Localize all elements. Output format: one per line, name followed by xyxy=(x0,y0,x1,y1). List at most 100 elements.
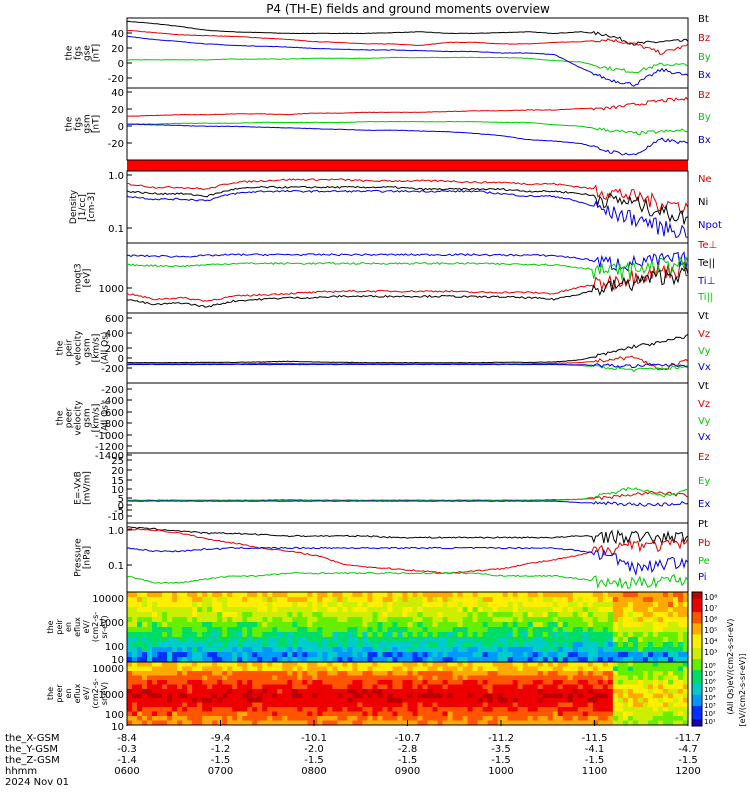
spectrogram-cell xyxy=(357,617,363,623)
spectrogram-cell xyxy=(592,632,599,638)
spectrogram-cell xyxy=(177,693,183,699)
spectrogram-cell xyxy=(427,602,433,608)
footer-row-label: hhmm xyxy=(5,766,37,777)
spectrogram-cell xyxy=(612,657,619,663)
spectrogram-cell xyxy=(672,602,679,608)
spectrogram-cell xyxy=(132,622,138,628)
spectrogram-cell xyxy=(577,602,584,608)
spectrogram-cell xyxy=(312,684,318,690)
spectrogram-cell xyxy=(672,675,679,681)
spectrogram-cell xyxy=(147,637,153,643)
spectrogram-cell xyxy=(557,698,564,703)
spectrogram-cell xyxy=(572,680,579,685)
spectrogram-cell xyxy=(637,602,644,608)
spectrogram-cell xyxy=(387,684,393,690)
spectrogram-cell xyxy=(192,642,198,648)
spectrogram-cell xyxy=(567,647,574,653)
spectrogram-cell xyxy=(417,602,423,608)
spectrogram-cell xyxy=(587,707,594,712)
spectrogram-cell xyxy=(662,637,669,643)
spectrogram-cell xyxy=(347,671,353,676)
spectrogram-cell xyxy=(262,652,268,658)
spectrogram-cell xyxy=(322,617,328,623)
spectrogram-cell xyxy=(447,684,453,690)
spectrogram-cell xyxy=(482,602,489,608)
y-axis-label-line: the xyxy=(56,410,66,425)
spectrogram-cell xyxy=(567,666,574,672)
spectrogram-cell xyxy=(127,652,133,658)
spectrogram-cell xyxy=(547,698,554,703)
spectrogram-cell xyxy=(132,652,138,658)
spectrogram-cell xyxy=(607,671,614,676)
spectrogram-cell xyxy=(567,720,574,726)
spectrogram-cell xyxy=(397,680,403,685)
spectrogram-cell xyxy=(492,617,499,623)
spectrogram-cell xyxy=(487,698,494,703)
spectrogram-y-label-line: the xyxy=(46,620,55,633)
spectrogram-cell xyxy=(542,707,549,712)
spectrogram-cell xyxy=(632,675,639,681)
spectrogram-cell xyxy=(557,689,564,694)
spectrogram-cell xyxy=(562,622,569,628)
spectrogram-cell xyxy=(637,637,644,643)
spectrogram-cell xyxy=(422,720,428,726)
spectrogram-cell xyxy=(177,657,183,663)
spectrogram-cell xyxy=(547,647,554,653)
spectrogram-cell xyxy=(612,720,619,726)
spectrogram-cell xyxy=(367,642,373,648)
spectrogram-cell xyxy=(632,627,639,633)
spectrogram-cell xyxy=(677,657,684,663)
spectrogram-cell xyxy=(177,612,183,618)
colorbar-top-label-text: eV/(cm2-s-sr-eV) xyxy=(726,619,735,686)
spectrogram-cell xyxy=(557,666,564,672)
spectrogram-cell xyxy=(552,657,559,663)
spectrogram-cell xyxy=(312,720,318,726)
spectrogram-cell xyxy=(677,671,684,676)
spectrogram-cell xyxy=(502,612,509,618)
spectrogram-cell xyxy=(597,647,604,653)
spectrogram-cell xyxy=(402,716,408,721)
spectrogram-cell xyxy=(562,637,569,643)
spectrogram-cell xyxy=(282,680,288,685)
spectrogram-cell xyxy=(157,652,163,658)
spectrogram-cell xyxy=(297,632,303,638)
spectrogram-cell xyxy=(497,597,504,603)
spectrogram-cell xyxy=(392,693,398,699)
spectrogram-cell xyxy=(472,675,479,681)
spectrogram-cell xyxy=(512,597,519,603)
spectrogram-cell xyxy=(467,612,474,618)
spectrogram-cell xyxy=(567,627,574,633)
spectrogram-cell xyxy=(362,720,368,726)
spectrogram-cell xyxy=(172,675,178,681)
spectrogram-cell xyxy=(127,627,133,633)
spectrogram-cell xyxy=(197,637,203,643)
spectrogram-cell xyxy=(577,607,584,613)
spectrogram-cell xyxy=(237,693,243,699)
spectrogram-cell xyxy=(187,698,193,703)
spectrogram-cell xyxy=(492,632,499,638)
spectrogram-cell xyxy=(562,707,569,712)
spectrogram-cell xyxy=(397,671,403,676)
spectrogram-cell xyxy=(442,642,448,648)
spectrogram-cell xyxy=(457,597,463,603)
spectrogram-cell xyxy=(182,689,188,694)
spectrogram-cell xyxy=(187,647,193,653)
spectrogram-cell xyxy=(332,637,338,643)
spectrogram-cell xyxy=(677,666,684,672)
spectrogram-cell xyxy=(412,680,418,685)
spectrogram-cell xyxy=(317,662,323,667)
spectrogram-cell xyxy=(292,597,298,603)
spectrogram-cell xyxy=(587,680,594,685)
spectrogram-cell xyxy=(652,662,659,667)
spectrogram-cell xyxy=(657,720,664,726)
spectrogram-cell xyxy=(592,689,599,694)
spectrogram-cell xyxy=(267,632,273,638)
spectrogram-cell xyxy=(227,720,233,726)
spectrogram-cell xyxy=(442,693,448,699)
spectrogram-cell xyxy=(302,716,308,721)
spectrogram-cell xyxy=(202,632,208,638)
spectrogram-cell xyxy=(197,671,203,676)
spectrogram-cell xyxy=(332,652,338,658)
spectrogram-cell xyxy=(137,680,143,685)
spectrogram-cell xyxy=(477,698,484,703)
